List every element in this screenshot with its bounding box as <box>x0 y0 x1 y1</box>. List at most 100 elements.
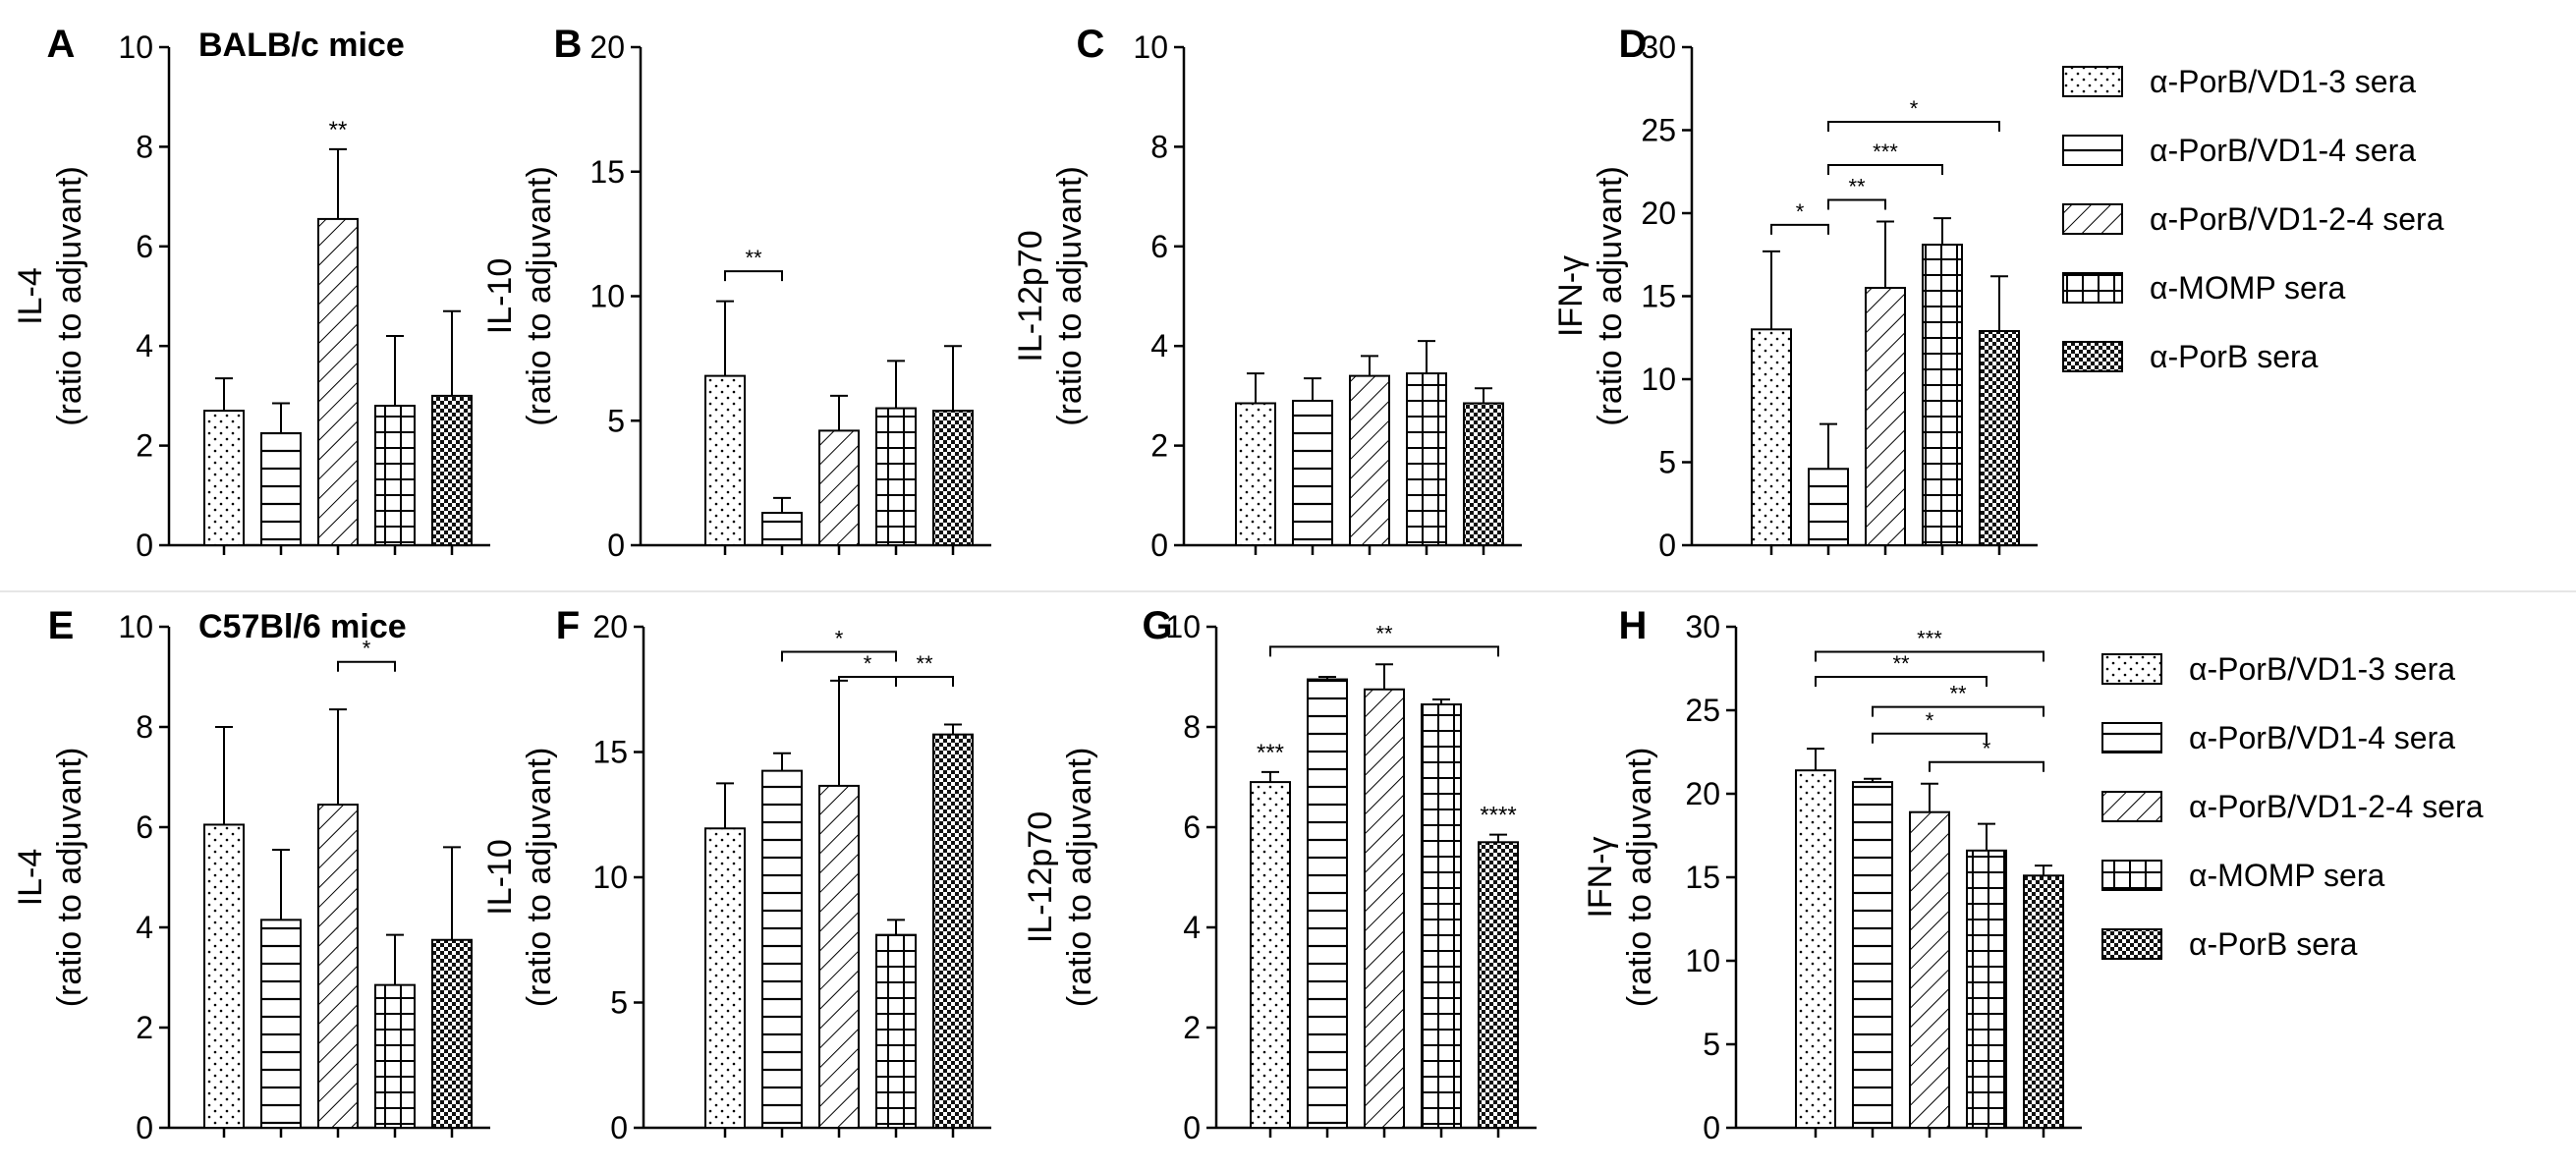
y-tick-label: 8 <box>136 129 153 164</box>
y-tick-label: 0 <box>1658 528 1676 563</box>
y-tick-label: 8 <box>136 709 153 745</box>
legend-swatch <box>2062 272 2123 304</box>
bracket-significance-label: * <box>1983 737 1991 761</box>
legend-swatch <box>2101 860 2162 891</box>
y-tick-label: 10 <box>589 279 625 314</box>
y-axis-label: IFN-γ <box>1552 255 1590 337</box>
bar <box>1292 399 1333 546</box>
y-tick-label: 0 <box>136 1110 153 1145</box>
y-tick-label: 15 <box>1641 279 1676 314</box>
y-tick-label: 10 <box>118 609 153 644</box>
bar <box>704 827 746 1130</box>
legend-label: α-PorB/VD1-4 sera <box>2189 720 2455 755</box>
legend-label: α-MOMP sera <box>2189 858 2384 893</box>
panel-letter: G <box>1142 604 1172 647</box>
bar <box>1478 841 1519 1129</box>
bracket-significance-label: ** <box>1892 651 1910 676</box>
y-tick-label: 10 <box>1641 362 1676 397</box>
comparison-bracket <box>1827 121 2000 133</box>
significance-label: **** <box>1480 803 1516 829</box>
y-tick-label: 2 <box>1183 1010 1201 1045</box>
legend-swatch <box>2101 722 2162 753</box>
y-tick-label: 10 <box>592 860 628 895</box>
comparison-bracket <box>1269 645 1499 657</box>
y-tick-label: 0 <box>607 528 625 563</box>
y-tick-label: 10 <box>118 29 153 65</box>
y-tick-label: 5 <box>1703 1027 1720 1062</box>
y-tick-label: 0 <box>1703 1110 1720 1145</box>
panel-letter: C <box>1077 23 1105 66</box>
y-tick-label: 8 <box>1183 709 1201 745</box>
y-tick-label: 20 <box>592 609 628 644</box>
panel-letter: F <box>556 604 580 647</box>
comparison-bracket <box>781 650 897 662</box>
bar <box>932 733 974 1130</box>
bar <box>1235 402 1276 546</box>
bracket-significance-label: * <box>1910 96 1919 121</box>
bar <box>1349 374 1390 546</box>
comparison-bracket <box>337 660 396 672</box>
legend-label: α-PorB/VD1-3 sera <box>2150 64 2416 99</box>
y-tick-label: 4 <box>136 910 153 945</box>
legend-swatch <box>2062 203 2123 235</box>
bracket-significance-label: * <box>1926 708 1934 733</box>
bracket-significance-label: ** <box>916 651 933 676</box>
y-tick-label: 30 <box>1685 609 1720 644</box>
y-tick-label: 6 <box>136 229 153 264</box>
y-tick-label: 5 <box>607 403 625 438</box>
comparison-bracket <box>1815 676 1988 687</box>
y-axis-label-units: (ratio to adjuvant) <box>521 748 558 1008</box>
legend-label: α-PorB/VD1-3 sera <box>2189 651 2455 687</box>
comparison-bracket <box>1827 163 1943 175</box>
bar <box>818 784 860 1129</box>
y-tick-label: 4 <box>136 328 153 363</box>
bar <box>761 769 803 1129</box>
panel-B: B IL-10 (ratio to adjuvant) 0 5 10 15 20 ** <box>481 23 991 563</box>
comparison-bracket <box>1929 760 2044 772</box>
legend: α-PorB/VD1-3 sera α-PorB/VD1-4 sera α-PorB… <box>2062 64 2444 374</box>
bracket-significance-label: ** <box>745 246 762 270</box>
legend-swatch <box>2101 928 2162 960</box>
panel-letter: B <box>554 23 583 66</box>
panel-letter: H <box>1619 604 1648 647</box>
legend-label: α-MOMP sera <box>2150 270 2345 306</box>
y-tick-label: 20 <box>1685 776 1720 811</box>
y-tick-label: 15 <box>589 154 625 190</box>
legends-group: α-PorB/VD1-3 sera α-PorB/VD1-4 sera α-PorB… <box>2062 64 2484 962</box>
panel-title: C57Bl/6 mice <box>198 608 407 645</box>
y-tick-label: 2 <box>136 428 153 464</box>
bar <box>374 983 416 1130</box>
bar <box>2023 874 2064 1129</box>
bracket-significance-label: *** <box>1917 627 1942 651</box>
legend-label: α-PorB/VD1-2-4 sera <box>2189 789 2484 824</box>
y-tick-label: 4 <box>1183 910 1201 945</box>
bar <box>875 933 917 1130</box>
significance-label: *** <box>1257 740 1284 766</box>
bar <box>1421 703 1462 1129</box>
y-tick-label: 6 <box>1183 809 1201 845</box>
bar <box>1966 849 2007 1129</box>
y-tick-label: 10 <box>1133 29 1168 65</box>
bracket-significance-label: ** <box>1949 682 1967 706</box>
bar <box>1909 810 1950 1129</box>
bar <box>203 410 245 546</box>
bar <box>1307 678 1348 1129</box>
bar <box>1250 781 1291 1129</box>
comparison-bracket <box>838 676 897 687</box>
significance-label: ** <box>329 117 348 143</box>
legend-label: α-PorB sera <box>2150 339 2319 374</box>
y-axis-label-units: (ratio to adjuvant) <box>1592 166 1629 426</box>
bar <box>761 512 803 546</box>
legend: α-PorB/VD1-3 sera α-PorB/VD1-4 sera α-PorB… <box>2101 651 2484 962</box>
legend-swatch <box>2101 791 2162 822</box>
y-tick-label: 4 <box>1150 328 1168 363</box>
bar <box>1795 769 1836 1129</box>
bar <box>704 374 746 546</box>
bar <box>1751 328 1792 546</box>
comparison-bracket <box>1872 705 2044 717</box>
panel-C: C IL-12p70 (ratio to adjuvant) 0 2 4 6 8 10 <box>1012 23 1522 563</box>
y-tick-label: 20 <box>589 29 625 65</box>
bar <box>1865 287 1906 546</box>
y-axis-label: IL-4 <box>12 267 49 325</box>
comparison-bracket <box>1815 650 2044 662</box>
